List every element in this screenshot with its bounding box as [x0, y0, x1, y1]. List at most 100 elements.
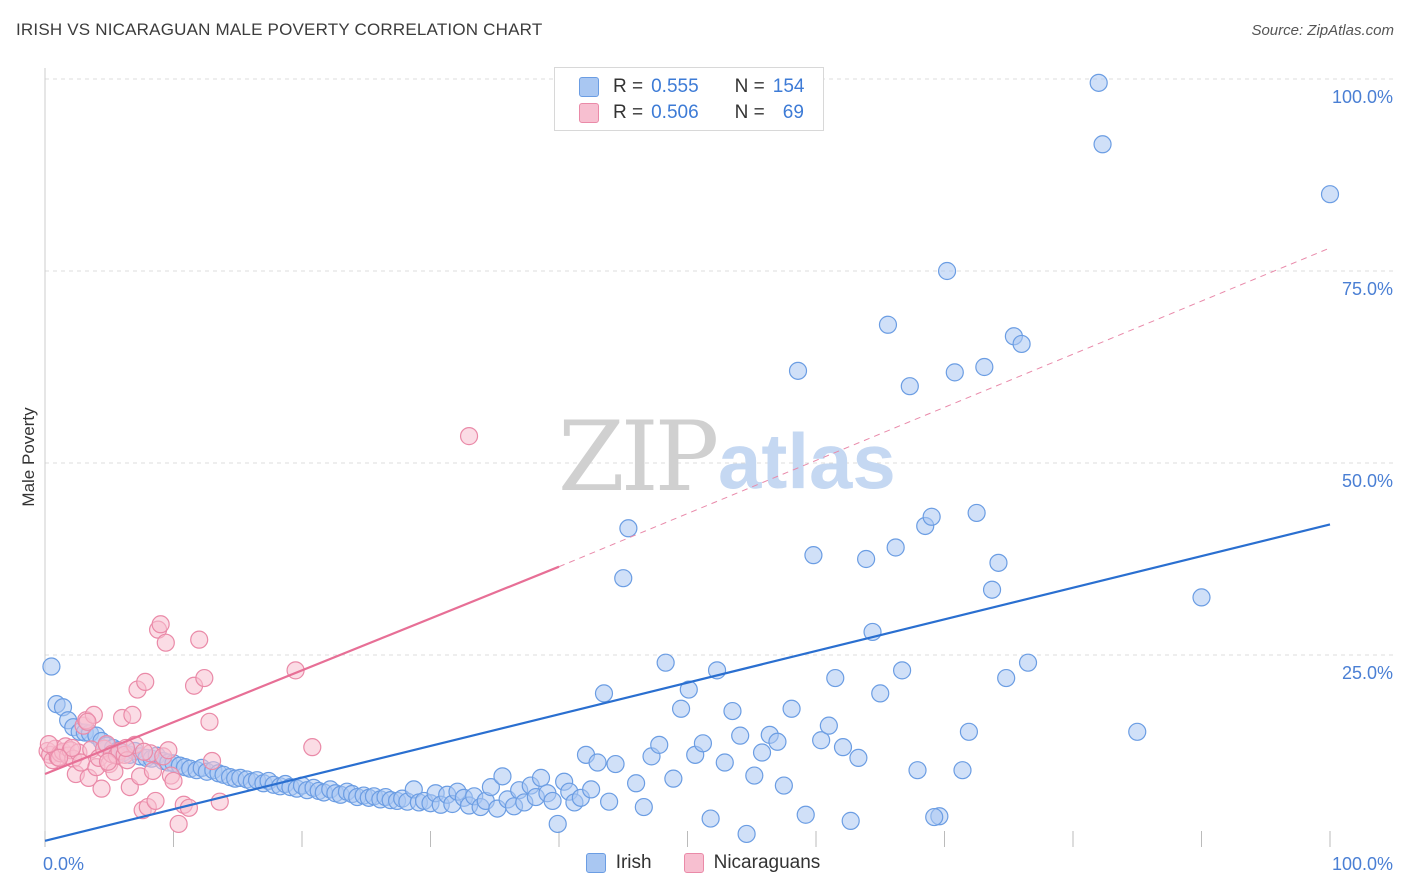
irish-point [701, 809, 720, 828]
legend-r-value: 0.555 [651, 76, 699, 97]
irish-point [841, 811, 860, 830]
irish-point [796, 805, 815, 824]
legend-r-label: R = [613, 76, 644, 97]
irish-point [619, 519, 638, 538]
nicaraguans-trend-extension [558, 247, 1331, 568]
irish-point [42, 657, 61, 676]
series-swatch-irish [585, 853, 606, 873]
irish-point [782, 699, 801, 718]
legend-n-value: 69 [782, 102, 804, 123]
irish-point [967, 503, 986, 523]
irish-point [679, 680, 698, 699]
correlation-legend: R = 0.555 N = 154 R = 0.506 N = 69 [554, 67, 824, 131]
irish-point [731, 726, 750, 745]
nicaraguans-point [123, 705, 142, 725]
irish-point [493, 767, 512, 786]
irish-point [812, 731, 831, 750]
irish-point [975, 357, 994, 377]
legend-swatch-nicaraguans [579, 103, 599, 123]
irish-point [989, 553, 1008, 572]
series-legend-irish: Irish [585, 852, 652, 874]
irish-point [745, 766, 764, 785]
irish-point [606, 754, 625, 774]
nicaraguans-point [62, 738, 82, 758]
nicaraguans-point [303, 738, 322, 757]
legend-swatch-irish [579, 77, 599, 97]
irish-point [543, 791, 562, 811]
watermark-atlas: atlas [718, 417, 896, 505]
chart-title: IRISH VS NICARAGUAN MALE POVERTY CORRELA… [16, 20, 543, 39]
irish-point [857, 549, 876, 569]
irish-point [600, 792, 619, 811]
irish-point [871, 684, 890, 703]
nicaraguans-point [134, 742, 154, 761]
nicaraguans-point [98, 752, 118, 771]
irish-point [1018, 653, 1038, 672]
irish-trend-line [44, 523, 1331, 842]
nicaraguans-point [159, 741, 178, 760]
grid-lines [45, 78, 1395, 656]
nicaraguans-point [200, 712, 219, 731]
x-tick-label: 0.0% [43, 854, 84, 874]
series-legend-nicaraguans: Nicaraguans [683, 852, 821, 874]
irish-point [953, 761, 972, 780]
x-tick-label: 100.0% [1332, 854, 1393, 874]
irish-point [588, 753, 607, 772]
irish-point [1012, 334, 1031, 354]
series-swatch-nicaraguans [683, 853, 704, 873]
irish-point [715, 753, 734, 772]
nicaraguans-point [143, 761, 163, 781]
irish-point [752, 743, 772, 762]
nicaraguans-point [50, 748, 69, 768]
irish-point [626, 774, 646, 793]
irish-point [886, 538, 905, 557]
nicaraguans-point [39, 734, 58, 754]
irish-point [804, 546, 823, 565]
irish-point [849, 748, 868, 768]
series-legend: Irish Nicaraguans [0, 852, 1406, 874]
irish-point [671, 699, 691, 718]
axes [44, 68, 1331, 847]
irish-point [531, 768, 551, 787]
axis-labels: 25.0% 50.0% 75.0% 100.0% 0.0% 100.0% Male Pove… [19, 87, 1393, 874]
y-tick-label: 50.0% [1342, 471, 1393, 491]
irish-point [1089, 73, 1108, 92]
nicaraguans-point [92, 779, 111, 798]
irish-point [1093, 135, 1112, 154]
irish-point [833, 738, 853, 757]
irish-point [1128, 722, 1147, 741]
irish-point [481, 777, 500, 797]
irish-point [664, 769, 683, 788]
irish-point [900, 377, 919, 396]
nicaraguans-point [151, 615, 170, 634]
nicaraguans-point [164, 771, 183, 791]
irish-point [656, 653, 675, 672]
watermark-zip: ZIP [558, 401, 717, 513]
nicaraguans-point [169, 814, 188, 834]
irish-point [594, 684, 614, 703]
irish-point [878, 315, 898, 334]
irish-point [826, 668, 845, 688]
nicaraguans-point [202, 751, 222, 771]
irish-point [945, 363, 964, 382]
series-label-nicaraguans: Nicaraguans [713, 852, 821, 873]
nicaraguans-point [195, 668, 214, 688]
irish-point [768, 732, 787, 751]
series-label-irish: Irish [615, 852, 652, 873]
legend-n-label: N = [734, 76, 765, 97]
nicaraguans-trend-line [44, 565, 560, 776]
irish-point [1192, 588, 1211, 607]
irish-point [922, 507, 941, 526]
irish-point [892, 661, 912, 680]
watermark: ZIP atlas [558, 401, 896, 513]
irish-point [614, 569, 633, 588]
irish-point [997, 668, 1016, 688]
y-tick-label: 25.0% [1342, 663, 1393, 683]
irish-point [925, 807, 944, 827]
nicaraguans-point [156, 633, 175, 652]
nicaraguans-point [78, 712, 97, 731]
source-label: Source: ZipAtlas.com [1251, 22, 1394, 39]
irish-point [908, 761, 927, 780]
legend-r-value: 0.506 [651, 102, 699, 123]
